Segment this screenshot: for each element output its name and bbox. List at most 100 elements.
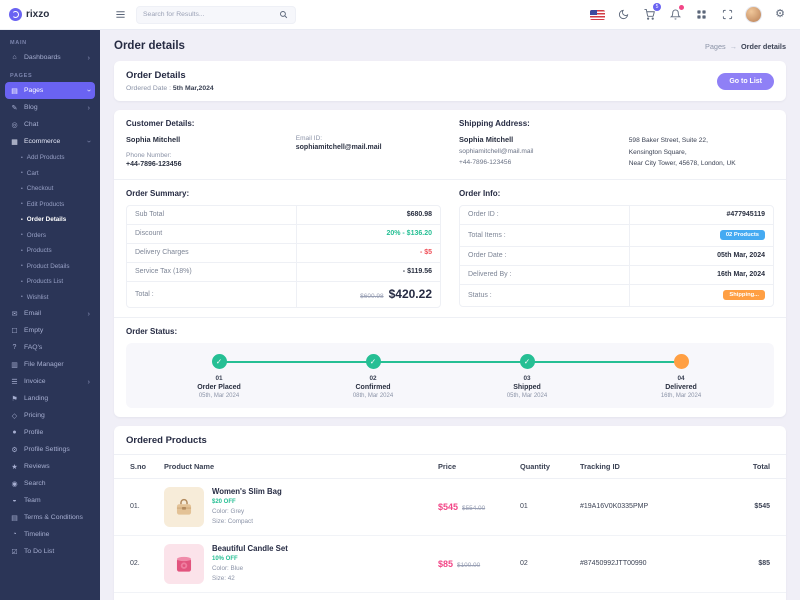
sidebar-item-faq-s[interactable]: ? FAQ's [5,339,95,356]
fullscreen-icon[interactable] [719,7,735,23]
sidebar-item-pricing[interactable]: ◇ Pricing [5,407,95,424]
sidebar-item-label: Dashboards [24,54,61,61]
summary-amount: $680.98 [406,211,432,219]
order-info: Order Info: Order ID : #477945119 Total It… [459,189,774,308]
home-icon: ⌂ [12,54,17,61]
customer-details-heading: Customer Details: [126,119,195,128]
step-number: 02 [369,374,377,382]
sidebar-item-terms-conditions[interactable]: ▤ Terms & Conditions [5,509,95,526]
breadcrumb-pages[interactable]: Pages [704,41,726,51]
summary-grand-total: $420.22 [388,287,432,302]
sidebar-subitem-products-list[interactable]: • Products List [0,274,100,290]
sidebar-item-timeline[interactable]: ◔ Timeline [5,526,95,543]
info-label: Status : [460,284,630,306]
cart-icon[interactable]: 5 [641,2,661,23]
product-info: Beautiful Candle Set 10% OFF Color: Blue Si… [212,544,288,582]
info-row: Status : Shipping... [460,284,773,306]
brand[interactable]: rixzo [0,0,100,30]
price-old: $554.00 [462,504,486,512]
topbar: 5 ⚙ [100,0,800,30]
customer-name: Sophia Mitchell [126,135,181,144]
go-to-list-button[interactable]: Go to List [717,72,774,90]
sidebar-item-pages[interactable]: ▤ Pages › [5,82,95,99]
column-header-price: Price [438,461,457,471]
products-table-header: S.no Product Name Price Quantity Tracking ID… [114,453,786,479]
sidebar-item-profile-settings[interactable]: ⚙ Profile Settings [5,441,95,458]
cart-badge: 5 [653,2,661,11]
order-status-steps: ✓ 01 Order Placed 05th, Mar 2024 ✓ 02 Confirme… [142,353,758,399]
search-box [136,5,296,24]
sidebar-subitem-cart[interactable]: • Cart [0,166,100,182]
shipping-email: sophiamitchell@mail.mail [459,148,534,155]
dark-mode-moon-icon[interactable] [615,7,631,23]
sidebar-subitem-edit-products[interactable]: • Edit Products [0,197,100,213]
price-current: $85 [438,558,454,569]
terms-icon: ▤ [11,514,18,522]
sidebar-subitem-wishlist[interactable]: • Wishlist [0,290,100,306]
sidebar-subitem-products[interactable]: • Products [0,243,100,259]
menu-toggle-icon[interactable] [112,7,128,23]
product-price: $85 $100.00 [434,551,516,577]
sidebar-item-empty[interactable]: ☐ Empty [5,322,95,339]
product-color: Color: Grey [212,507,245,515]
sidebar-subitem-orders[interactable]: • Orders [0,228,100,244]
us-flag-icon[interactable] [590,9,605,20]
customer-email: sophiamitchell@mail.mail [295,144,382,151]
price-current: $545 [438,501,459,512]
column-header-s-no: S.no [130,461,147,471]
sidebar-item-invoice[interactable]: ☰ Invoice › [5,373,95,390]
sidebar-subitem-product-details[interactable]: • Product Details [0,259,100,275]
summary-row: Service Tax (18%) - $119.56 [127,262,440,282]
sidebar-item-search[interactable]: ◉ Search [5,475,95,492]
shipping-address-lines: 598 Baker Street, Suite 22, Kensington S… [629,135,774,170]
step-number: 04 [677,374,685,382]
notifications-bell-icon[interactable] [667,4,684,23]
step-label: Shipped [513,383,541,391]
info-amount: 05th Mar, 2024 [717,252,765,260]
sidebar-item-dashboards[interactable]: ⌂ Dashboards › [5,49,95,66]
sidebar-item-ecommerce[interactable]: ▦ Ecommerce › [5,133,95,150]
summary-label: Service Tax (18%) [127,262,297,281]
search-input[interactable] [143,11,273,18]
product-name: Beautiful Candle Set [212,543,288,553]
sidebar-item-email[interactable]: ✉ Email › [5,305,95,322]
sidebar-item-to-do-list[interactable]: ☑ To Do List [5,543,95,560]
sidebar-subitem-label: Cart [26,169,39,177]
search-icon[interactable] [277,9,289,21]
sidebar-item-landing[interactable]: ⚑ Landing [5,390,95,407]
sidebar-subitem-checkout[interactable]: • Checkout [0,181,100,197]
status-badge: 02 Products [719,230,765,241]
sidebar-subitem-add-products[interactable]: • Add Products [0,150,100,166]
info-row: Total Items : 02 Products [460,224,773,247]
sidebar-item-file-manager[interactable]: ▥ File Manager [5,356,95,373]
product-cell: Women's Slim Bag $20 OFF Color: Grey Size: … [160,479,434,535]
info-label: Order Date : [460,246,630,265]
pages-icon: ▤ [11,87,18,95]
sidebar-item-chat[interactable]: ◎ Chat [5,116,95,133]
topbar-actions: 5 ⚙ [590,2,788,23]
summary-row: Delivery Charges - $5 [127,243,440,263]
breadcrumb-arrow-icon: → [729,41,737,51]
summary-row: Total : $600.98 $420.22 [127,281,440,307]
avatar[interactable] [745,6,762,23]
bag-image [164,486,204,527]
apps-grid-icon[interactable] [693,7,709,23]
order-status-step: ✓ 03 Shipped 05th, Mar 2024 [450,353,604,399]
sidebar-item-reviews[interactable]: ★ Reviews [5,458,95,475]
info-label: Total Items : [460,224,630,246]
profile-icon: ● [12,429,17,436]
sidebar-item-label: File Manager [24,361,64,368]
sidebar-subitem-order-details[interactable]: • Order Details [0,212,100,228]
customer-phone: +44-7896-123456 [126,161,182,168]
pricing-icon: ◇ [11,412,18,420]
sidebar-item-team[interactable]: ◒ Team [5,492,95,509]
sidebar-item-blog[interactable]: ✎ Blog › [5,99,95,116]
settings-gear-icon[interactable]: ⚙ [775,8,785,20]
summary-row: Discount 20% - $136.20 [127,224,440,244]
breadcrumb-current: Order details [740,41,786,51]
check-icon: ✓ [519,353,535,369]
order-status-step: ✓ 01 Order Placed 05th, Mar 2024 [142,353,296,399]
sidebar-item-profile[interactable]: ● Profile [5,424,95,441]
column-header-total: Total [752,461,770,471]
info-row: Delivered By : 16th Mar, 2024 [460,265,773,285]
